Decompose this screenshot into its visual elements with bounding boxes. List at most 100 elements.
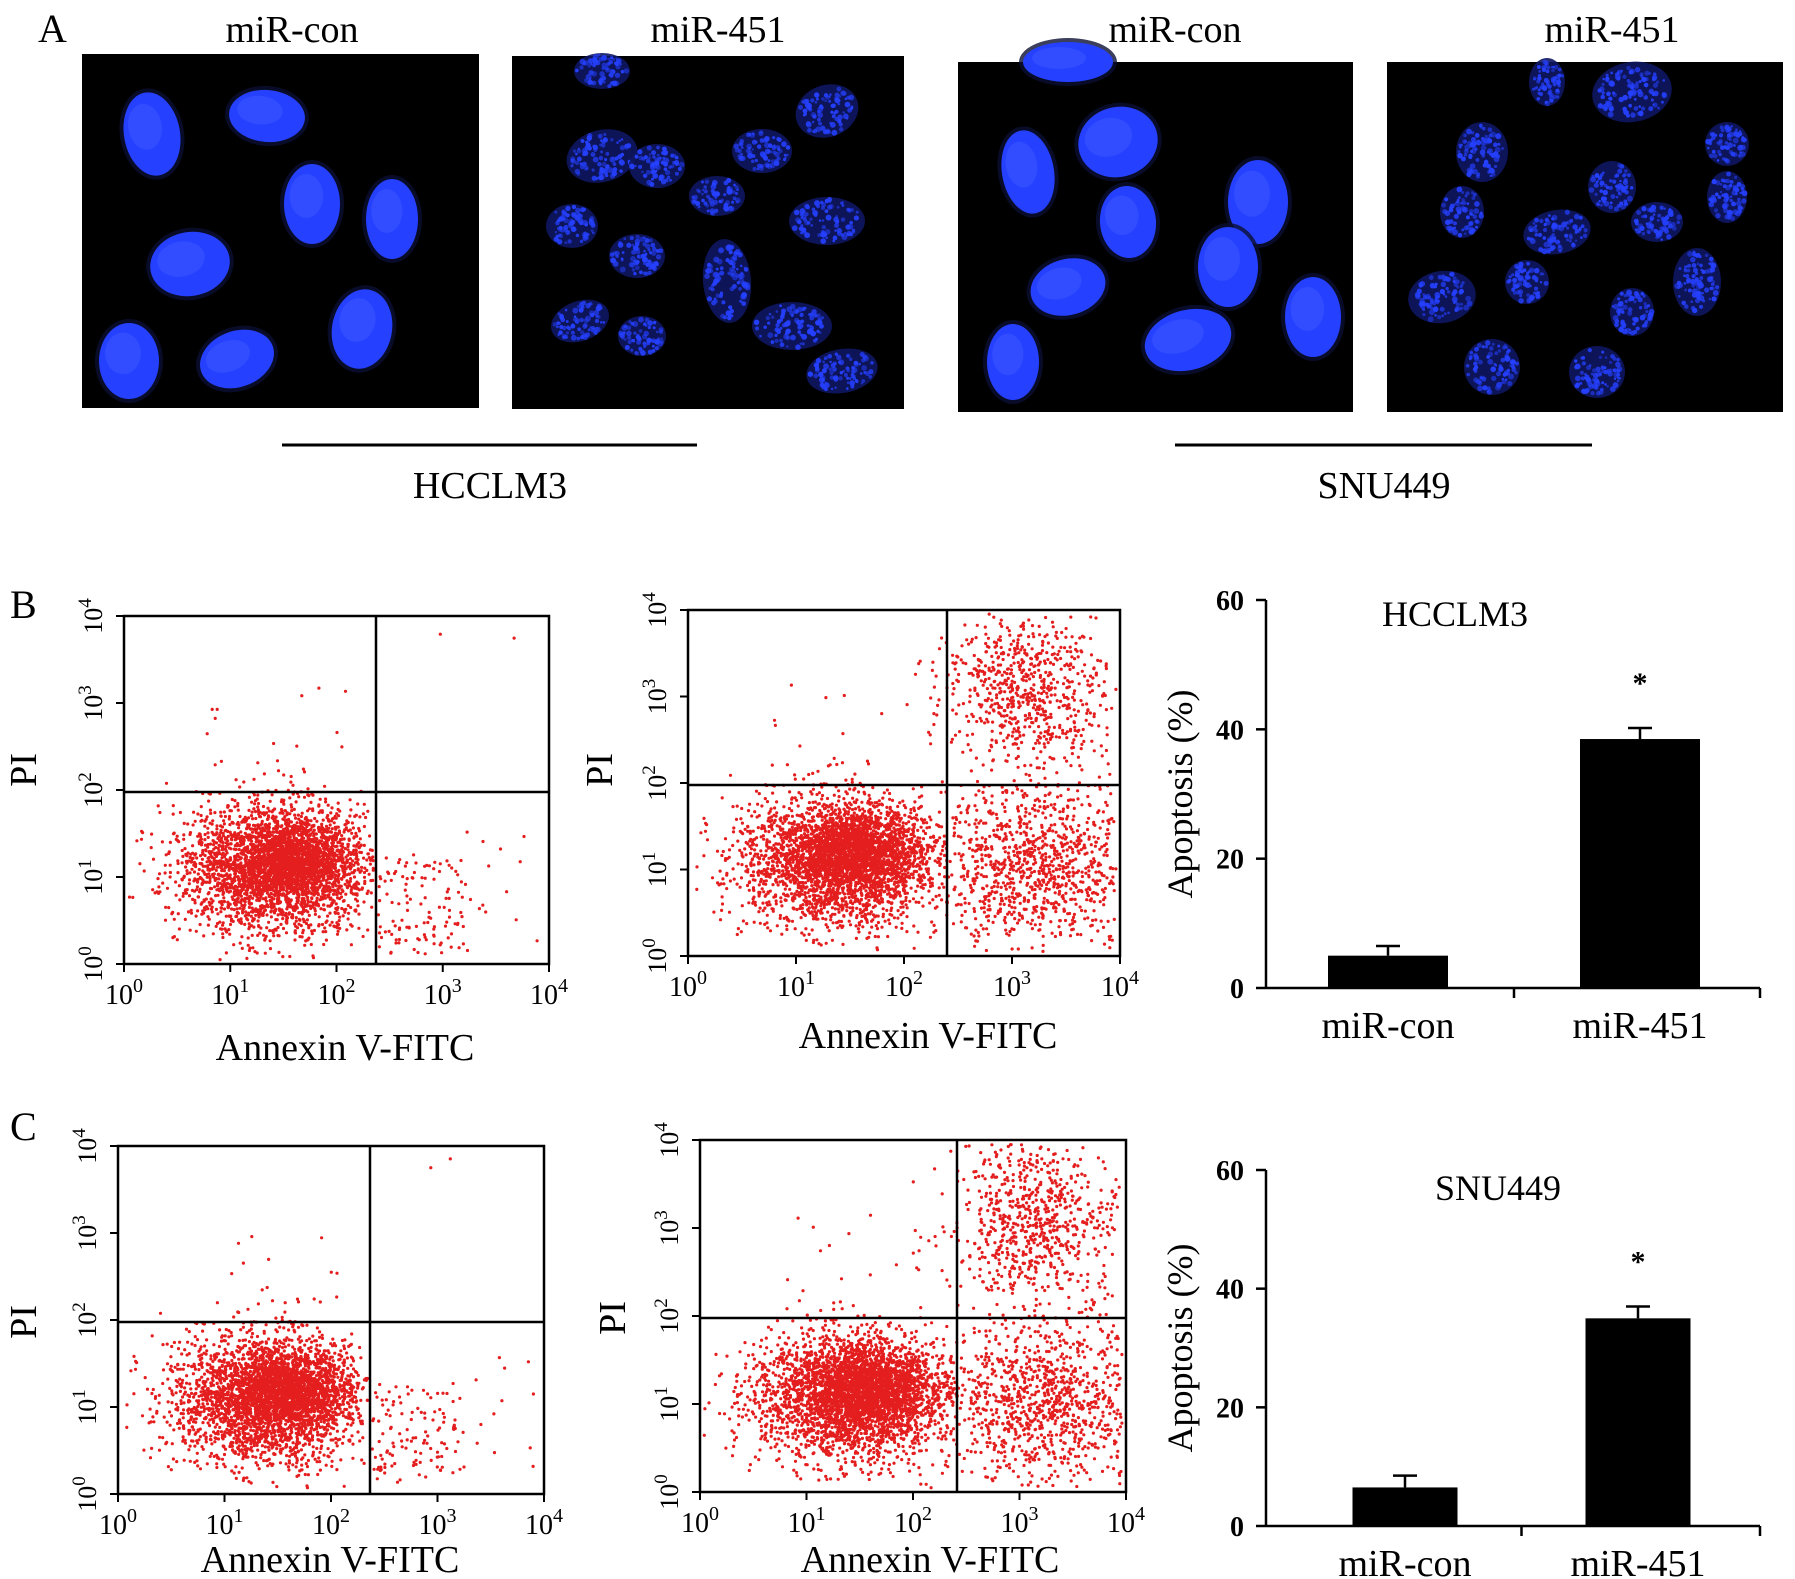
nucleus xyxy=(609,234,665,278)
x-tick-label: 100 xyxy=(681,1503,719,1539)
x-axis-label: Annexin V-FITC xyxy=(801,1539,1060,1579)
nucleus xyxy=(1673,248,1721,316)
y-tick-label: 102 xyxy=(639,765,672,801)
nucleus xyxy=(566,129,638,183)
column-label-1: miR-con xyxy=(226,9,359,51)
y-tick-label: 100 xyxy=(69,1476,102,1512)
x-tick-label: 101 xyxy=(211,975,249,1011)
y-tick-label: 102 xyxy=(69,1302,102,1338)
x-tick-label: 103 xyxy=(1001,1503,1039,1539)
category-label: miR-451 xyxy=(1570,1543,1705,1579)
group-label-snu449: SNU449 xyxy=(1317,465,1450,507)
column-label-4: miR-451 xyxy=(1544,9,1679,51)
nucleus xyxy=(1610,288,1655,336)
event-dots xyxy=(702,1143,1124,1490)
nucleus xyxy=(1505,260,1549,304)
nucleus xyxy=(806,348,878,394)
x-tick-label: 104 xyxy=(530,975,568,1011)
chart-title: HCCLM3 xyxy=(1382,594,1528,634)
micrograph-snu449-mir-451 xyxy=(1387,58,1783,412)
significance-marker: * xyxy=(1631,1245,1646,1278)
category-label: miR-con xyxy=(1322,1005,1455,1047)
nucleus xyxy=(629,144,685,188)
nucleus xyxy=(1074,102,1162,182)
nucleus xyxy=(1705,122,1749,166)
x-tick-label: 101 xyxy=(206,1505,244,1541)
x-tick-label: 100 xyxy=(99,1505,137,1541)
y-axis-label: Apoptosis (%) xyxy=(1160,1244,1200,1453)
nucleus xyxy=(1408,270,1476,324)
bar-miR-451 xyxy=(1585,1318,1691,1526)
nucleus xyxy=(1588,161,1636,213)
nucleus xyxy=(752,302,832,350)
category-label: miR-451 xyxy=(1572,1005,1707,1047)
micrograph-hcclm3-mir-con xyxy=(82,54,479,408)
x-tick-label: 100 xyxy=(105,975,143,1011)
y-tick-label: 40 xyxy=(1216,1275,1244,1306)
nucleus xyxy=(95,319,163,403)
nucleus xyxy=(1529,58,1565,107)
significance-marker: * xyxy=(1633,667,1648,700)
y-tick-label: 104 xyxy=(639,592,672,628)
nucleus xyxy=(327,285,397,373)
y-axis-label: PI xyxy=(3,753,45,787)
nucleus xyxy=(1464,339,1520,395)
x-tick-label: 104 xyxy=(1101,967,1139,1003)
y-tick-label: 101 xyxy=(651,1386,684,1422)
group-label-hcclm3: HCCLM3 xyxy=(413,465,567,507)
y-tick-label: 102 xyxy=(75,772,108,808)
x-tick-label: 103 xyxy=(424,975,462,1011)
nucleus xyxy=(689,176,745,216)
x-tick-label: 102 xyxy=(894,1503,932,1539)
nucleus xyxy=(1194,223,1262,311)
x-axis-label: Annexin V-FITC xyxy=(216,1027,475,1069)
nucleus xyxy=(574,53,630,89)
x-tick-label: 104 xyxy=(1107,1503,1145,1539)
y-tick-label: 103 xyxy=(75,685,108,721)
x-axis-label: Annexin V-FITC xyxy=(799,1015,1058,1057)
y-tick-label: 102 xyxy=(651,1298,684,1334)
bar-chart-snu449: 0 20 40 60 miR-con * miR-451 SNU449 Apoptosis (%… xyxy=(1160,1156,1762,1579)
event-dots xyxy=(695,612,1118,954)
nucleus xyxy=(1140,304,1236,376)
nucleus xyxy=(1440,186,1484,238)
y-tick-label: 100 xyxy=(651,1474,684,1510)
y-tick-label: 100 xyxy=(75,946,108,982)
x-tick-label: 102 xyxy=(312,1505,350,1541)
nucleus xyxy=(1281,273,1345,361)
bar-miR-451 xyxy=(1580,739,1700,988)
nucleus xyxy=(1026,254,1110,320)
nucleus xyxy=(789,196,865,245)
micrograph-hcclm3-mir-451 xyxy=(512,53,904,409)
nucleus xyxy=(1523,209,1591,255)
nucleus xyxy=(1631,202,1683,242)
x-tick-label: 102 xyxy=(318,975,356,1011)
nucleus xyxy=(795,84,859,138)
y-axis-label: PI xyxy=(579,753,621,787)
y-tick-label: 101 xyxy=(639,852,672,888)
x-tick-label: 101 xyxy=(788,1503,826,1539)
nucleus xyxy=(1095,182,1161,262)
x-tick-label: 103 xyxy=(419,1505,457,1541)
nucleus xyxy=(146,227,234,301)
column-label-2: miR-451 xyxy=(650,9,785,51)
y-tick-label: 101 xyxy=(75,859,108,895)
chart-title: SNU449 xyxy=(1435,1168,1561,1208)
nucleus xyxy=(732,129,792,173)
bar-miR-con xyxy=(1352,1487,1458,1526)
nucleus xyxy=(362,175,422,263)
nucleus xyxy=(618,316,666,356)
nucleus xyxy=(1707,171,1748,223)
y-tick-label: 103 xyxy=(651,1210,684,1246)
micrograph-snu449-mir-con xyxy=(958,38,1353,412)
nucleus xyxy=(997,126,1059,218)
nucleus xyxy=(1592,61,1672,123)
y-tick-label: 20 xyxy=(1216,1393,1244,1424)
nucleus xyxy=(1569,346,1625,398)
y-tick-label: 103 xyxy=(69,1215,102,1251)
nucleus xyxy=(280,160,344,248)
y-tick-label: 100 xyxy=(639,938,672,974)
